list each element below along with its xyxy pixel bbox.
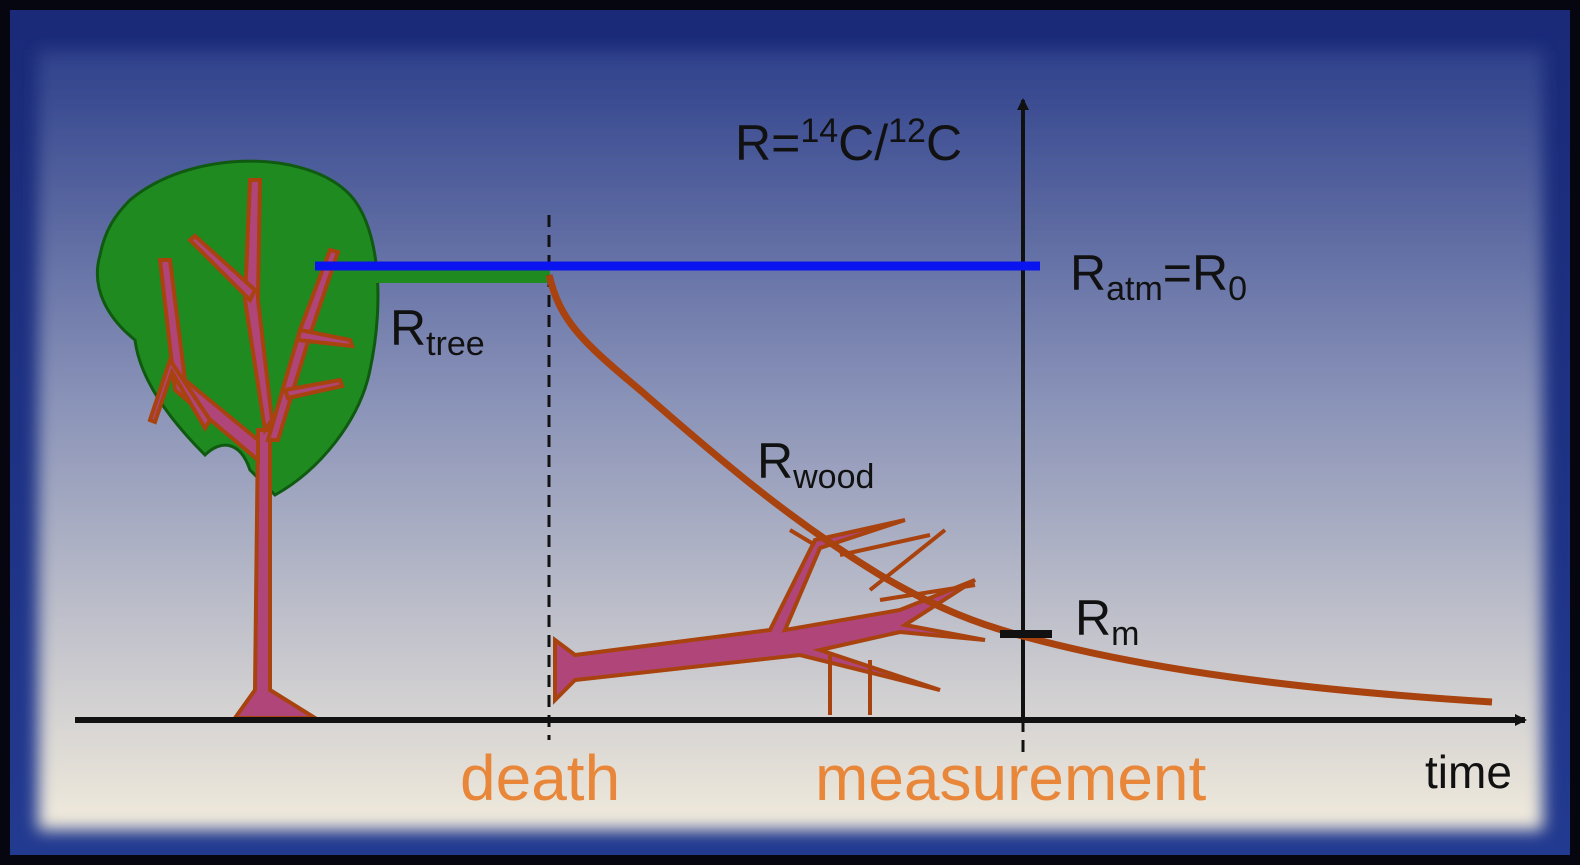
ratio-label: R=14C/12C (735, 112, 962, 171)
death-label: death (460, 742, 620, 814)
measurement-label: measurement (815, 742, 1207, 814)
page: R=14C/12C Ratm=R0 Rtree Rwood Rm death m… (0, 0, 1580, 865)
time-label: time (1425, 746, 1512, 798)
diagram: R=14C/12C Ratm=R0 Rtree Rwood Rm death m… (0, 0, 1580, 865)
